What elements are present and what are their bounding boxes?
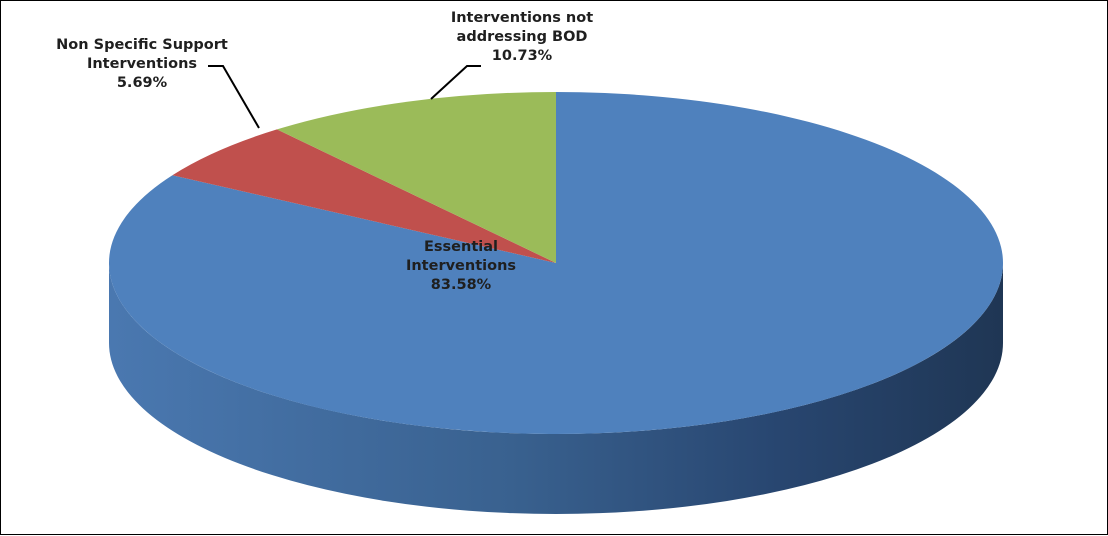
- leader-line-3: [430, 65, 481, 100]
- leader-lines: [208, 65, 481, 129]
- leader-line-2: [208, 65, 260, 129]
- slice-percent-label-3: 10.73%: [492, 48, 553, 64]
- pie-slice-3: [276, 92, 556, 263]
- pie-slice-2: [172, 129, 556, 263]
- slice-percent-label-1: 83.58%: [431, 277, 492, 293]
- slice-name-label-2: Non Specific Support: [56, 37, 228, 53]
- pie-tops: [109, 92, 1003, 434]
- pie-sides: [109, 263, 1003, 514]
- slice-name-label-3: addressing BOD: [457, 29, 588, 45]
- slice-labels: Essential Interventions 83.58% Non Specific…: [56, 10, 593, 293]
- pie-side-wall: [109, 263, 1003, 514]
- slice-name-label-1: Essential: [424, 239, 498, 255]
- slice-name-label-1: Interventions: [406, 258, 516, 274]
- slice-name-label-2: Interventions: [87, 56, 197, 72]
- slice-percent-label-2: 5.69%: [117, 75, 168, 91]
- slice-name-label-3: Interventions not: [451, 10, 593, 26]
